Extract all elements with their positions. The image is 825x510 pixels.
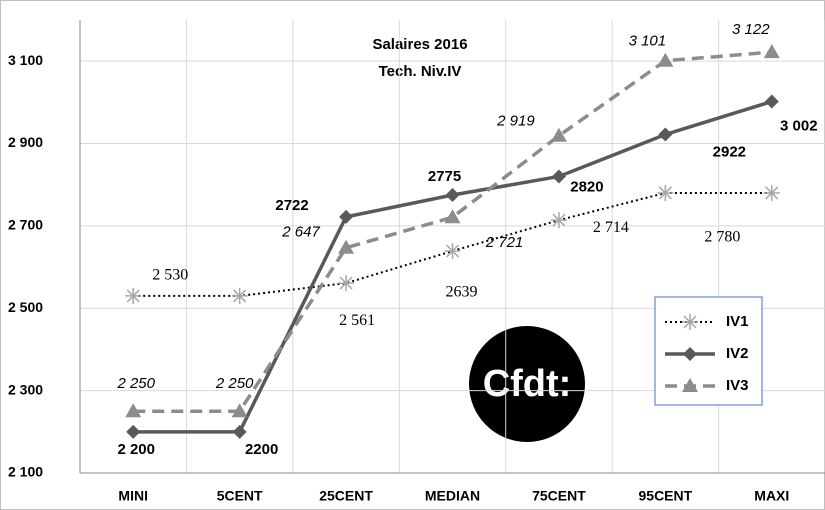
- data-label: 2722: [275, 197, 308, 214]
- marker: [339, 209, 354, 224]
- marker: [682, 378, 698, 392]
- marker: [550, 127, 567, 142]
- x-tick-label: MAXI: [754, 488, 789, 504]
- marker: [444, 209, 461, 224]
- data-label: 3 101: [629, 33, 667, 50]
- data-label: 3 122: [732, 21, 770, 38]
- x-tick-label: 95CENT: [639, 488, 693, 504]
- data-label: 2 250: [215, 375, 254, 392]
- x-tick-label: 75CENT: [532, 488, 586, 504]
- marker: [126, 424, 141, 439]
- marker: [657, 184, 674, 201]
- marker: [551, 169, 566, 184]
- y-tick-label: 3 100: [8, 52, 43, 68]
- marker: [764, 94, 779, 109]
- logo-disc: [469, 326, 585, 442]
- marker-stroke: [765, 186, 779, 200]
- marker-stroke: [445, 244, 460, 258]
- marker-stroke: [339, 276, 353, 290]
- marker: [657, 52, 674, 67]
- marker: [232, 424, 247, 439]
- x-tick-label: MINI: [118, 488, 148, 504]
- marker: [682, 314, 698, 330]
- data-label: 2 647: [281, 224, 320, 241]
- data-label: 2922: [713, 143, 746, 160]
- marker: [445, 188, 460, 203]
- marker: [658, 127, 673, 142]
- chart-title: Salaires 2016: [372, 36, 467, 53]
- data-label: 2775: [428, 168, 461, 185]
- data-label: 2 250: [116, 375, 155, 392]
- data-label: 2820: [570, 178, 603, 195]
- data-label: 2 919: [496, 113, 535, 130]
- x-tick-label: MEDIAN: [425, 488, 480, 504]
- marker: [683, 347, 697, 361]
- marker: [231, 287, 248, 304]
- marker-stroke: [552, 213, 566, 227]
- x-tick-label: 25CENT: [319, 488, 373, 504]
- marker-stroke: [658, 186, 672, 200]
- y-tick-label: 2 700: [8, 217, 43, 233]
- y-tick-label: 2 100: [8, 464, 43, 480]
- legend-label: IV2: [726, 345, 749, 362]
- marker: [763, 44, 780, 59]
- legend-label: IV1: [726, 313, 749, 330]
- logo-text: Cfdt:: [483, 363, 572, 405]
- marker-stroke: [683, 315, 697, 329]
- y-tick-label: 2 300: [8, 381, 43, 397]
- marker: [125, 287, 142, 304]
- marker-stroke: [233, 289, 247, 303]
- y-tick-label: 2 500: [8, 299, 43, 315]
- marker: [763, 184, 780, 201]
- data-label: 2 714: [593, 219, 629, 236]
- marker: [444, 243, 461, 260]
- marker-stroke: [126, 289, 140, 303]
- marker: [550, 212, 567, 229]
- data-label: 2 561: [339, 312, 375, 329]
- x-tick-label: 5CENT: [217, 488, 263, 504]
- data-label: 2 530: [152, 267, 188, 284]
- data-label: 3 002: [780, 118, 818, 135]
- data-label: 2639: [446, 284, 478, 301]
- marker: [231, 403, 248, 418]
- data-label: 2200: [245, 441, 278, 458]
- data-label: 2 721: [485, 234, 524, 251]
- marker: [338, 239, 355, 254]
- y-tick-label: 2 900: [8, 134, 43, 150]
- chart-subtitle: Tech. Niv.IV: [379, 63, 462, 80]
- marker: [125, 403, 142, 418]
- marker: [338, 275, 355, 292]
- data-label: 2 200: [117, 441, 155, 458]
- legend-label: IV3: [726, 377, 749, 394]
- data-label: 2 780: [704, 229, 740, 246]
